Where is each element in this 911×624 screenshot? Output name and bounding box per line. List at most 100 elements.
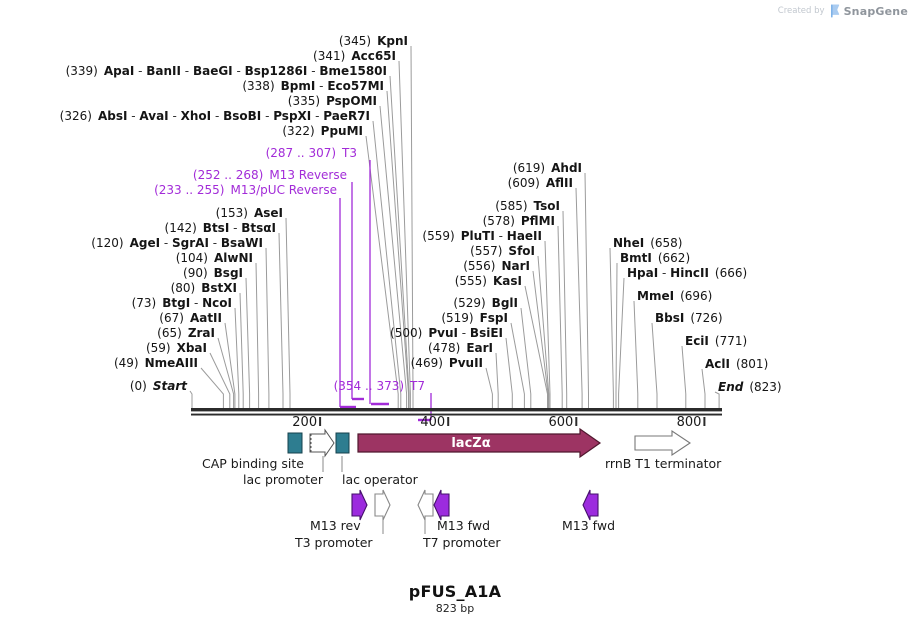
region-label-m13reverse[interactable]: (252 .. 268) M13 Reverse	[193, 169, 347, 182]
leader-line	[234, 307, 240, 408]
leader-line	[217, 337, 235, 408]
site-label-sfoi[interactable]: (557) SfoI	[470, 245, 535, 258]
leader-line	[224, 322, 236, 408]
site-label-tsoi[interactable]: (585) TsoI	[495, 200, 560, 213]
site-label-acli[interactable]: AclI (801)	[705, 358, 768, 371]
site-position: -	[208, 236, 221, 250]
site-position: (49)	[113, 356, 145, 370]
primer-label-m13-fwd-1[interactable]: M13 fwd	[437, 518, 491, 533]
site-position: (478)	[428, 341, 467, 355]
scale-tick-label: 400	[420, 415, 446, 430]
site-label-pvui[interactable]: (500) PvuI - BsiEI	[390, 327, 503, 340]
site-label-pvuii[interactable]: (469) PvuII	[411, 357, 483, 370]
primer-label-m13-rev[interactable]: M13 rev	[310, 518, 361, 533]
site-label-bsgi[interactable]: (90) BsgI	[183, 267, 243, 280]
site-position: (67)	[159, 311, 190, 325]
site-label-bstxi[interactable]: (80) BstXI	[171, 282, 237, 295]
site-label-start[interactable]: (0) Start	[130, 380, 187, 393]
site-label-kasi[interactable]: (555) KasI	[455, 275, 522, 288]
site-label-bbsi[interactable]: BbsI (726)	[655, 312, 723, 325]
enzyme-name: BpmI	[280, 79, 316, 93]
site-label-hpai[interactable]: HpaI - HincII (666)	[627, 267, 747, 280]
enzyme-name: BsaWI	[220, 236, 263, 250]
primer-arrow-t3_promoter[interactable]	[374, 489, 391, 521]
site-label-aatii[interactable]: (67) AatII	[159, 312, 222, 325]
primer-label-t7-promoter[interactable]: T7 promoter	[423, 535, 501, 550]
primer-arrow-m13_fwd_2[interactable]	[582, 489, 599, 521]
feature-label-lac-promoter[interactable]: lac promoter	[243, 472, 323, 487]
leader-line	[265, 247, 270, 408]
leader-line	[386, 90, 409, 408]
region-label-t3[interactable]: (287 .. 307) T3	[266, 147, 357, 160]
feature-lacza-arrow[interactable]	[357, 427, 602, 459]
site-label-btsi[interactable]: (142) BtsI - BtsαI	[165, 222, 276, 235]
site-label-nari[interactable]: (556) NarI	[463, 260, 530, 273]
site-position: (338)	[242, 79, 281, 93]
feature-label-lac-operator[interactable]: lac operator	[342, 472, 418, 487]
site-label-ppumi[interactable]: (322) PpuMI	[282, 125, 363, 138]
site-label-xbai[interactable]: (59) XbaI	[146, 342, 207, 355]
site-label-end[interactable]: End (823)	[718, 381, 782, 394]
site-label-nhei[interactable]: NheI (658)	[613, 237, 682, 250]
site-label-fspi[interactable]: (519) FspI	[441, 312, 508, 325]
site-label-eari[interactable]: (478) EarI	[428, 342, 493, 355]
site-label-ecii[interactable]: EciI (771)	[685, 335, 747, 348]
leader-line	[398, 60, 411, 408]
site-label-acc65i[interactable]: (341) Acc65I	[313, 50, 396, 63]
site-label-aflii[interactable]: (609) AflII	[508, 177, 573, 190]
feature-lac-operator[interactable]	[335, 432, 350, 454]
feature-label-cap-binding-site[interactable]: CAP binding site	[202, 456, 304, 471]
feature-rrnb-terminator-arrow[interactable]	[634, 429, 691, 457]
primer-arrow-m13_fwd_1[interactable]	[433, 489, 450, 521]
enzyme-name: ZraI	[187, 326, 215, 340]
site-position: -	[180, 64, 193, 78]
feature-label-rrnb-terminator[interactable]: rrnB T1 terminator	[605, 456, 722, 471]
primer-arrow-t7_promoter[interactable]	[417, 489, 434, 521]
site-label-pflmi[interactable]: (578) PflMI	[483, 215, 555, 228]
site-label-pspomi[interactable]: (335) PspOMI	[288, 95, 377, 108]
site-position: (287 .. 307)	[265, 146, 343, 160]
site-label-nmeaiii[interactable]: (49) NmeAIII	[114, 357, 198, 370]
leader-line	[562, 210, 568, 408]
site-position: -	[457, 326, 470, 340]
site-label-btgi[interactable]: (73) BtgI - NcoI	[132, 297, 232, 310]
region-label-m13pucreverse[interactable]: (233 .. 255) M13/pUC Reverse	[154, 184, 337, 197]
primer-label-t3-promoter[interactable]: T3 promoter	[295, 535, 373, 550]
snapgene-brand-text: SnapGene	[843, 4, 908, 18]
leader-line	[255, 262, 260, 408]
site-label-bgli[interactable]: (529) BglI	[453, 297, 518, 310]
site-position: (80)	[170, 281, 202, 295]
site-label-mmei[interactable]: MmeI (696)	[637, 290, 712, 303]
primer-label-m13-fwd-2[interactable]: M13 fwd	[562, 518, 616, 533]
leader-line	[209, 352, 231, 408]
site-position: (345)	[338, 34, 378, 48]
site-label-bmti[interactable]: BmtI (662)	[620, 252, 690, 265]
site-position: (120)	[91, 236, 130, 250]
feature-cap-binding-site[interactable]	[287, 432, 303, 454]
site-label-absi[interactable]: (326) AbsI - AvaI - XhoI - BsoBI - PspXI…	[60, 110, 370, 123]
leader-line	[245, 277, 251, 408]
site-label-bpmi[interactable]: (338) BpmI - Eco57MI	[242, 80, 384, 93]
site-label-agei[interactable]: (120) AgeI - SgrAI - BsaWI	[91, 237, 263, 250]
site-label-alwni[interactable]: (104) AlwNI	[176, 252, 253, 265]
enzyme-name: AbsI	[97, 109, 128, 123]
site-position: (322)	[282, 124, 321, 138]
site-label-asei[interactable]: (153) AseI	[216, 207, 283, 220]
site-label-kpni[interactable]: (345) KpnI	[339, 35, 408, 48]
site-label-pluti[interactable]: (559) PluTI - HaeII	[422, 230, 542, 243]
enzyme-name: AvaI	[139, 109, 169, 123]
site-label-apai[interactable]: (339) ApaI - BanII - BaeGI - Bsp1286I - …	[66, 65, 387, 78]
region-label-t7[interactable]: (354 .. 373) T7	[334, 380, 425, 393]
feature-lac-promoter-arrow[interactable]	[309, 428, 335, 458]
primer-arrow-m13_rev[interactable]	[351, 489, 368, 521]
site-label-ahdi[interactable]: (619) AhdI	[513, 162, 582, 175]
site-position: (555)	[454, 274, 493, 288]
enzyme-name: BsgI	[213, 266, 243, 280]
site-position: (696)	[674, 289, 713, 303]
feature-label-lacza[interactable]: lacZα	[451, 436, 491, 451]
site-position: (335)	[287, 94, 327, 108]
leader-line	[681, 345, 687, 408]
enzyme-name: PaeR7I	[323, 109, 370, 123]
site-label-zrai[interactable]: (65) ZraI	[157, 327, 215, 340]
